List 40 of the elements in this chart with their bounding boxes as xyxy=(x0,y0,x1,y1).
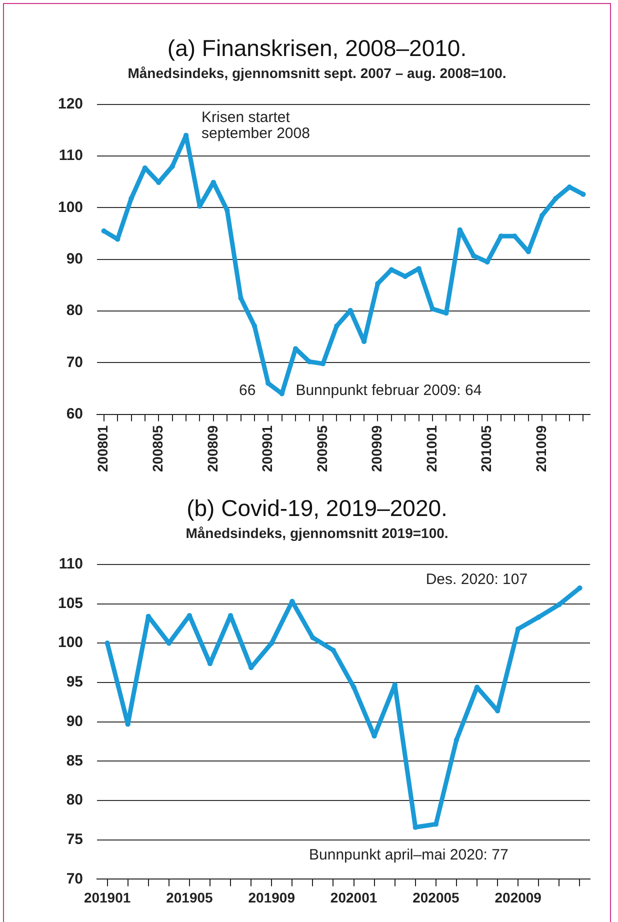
annotation: 66 xyxy=(239,382,256,399)
x-tick-label: 200809 xyxy=(204,425,220,472)
annotation: Bunnpunkt februar 2009: 64 xyxy=(296,382,482,399)
x-tick-label: 200805 xyxy=(150,425,166,472)
y-tick-label: 80 xyxy=(66,792,84,809)
x-tick-label: 202005 xyxy=(412,889,460,906)
y-tick-label: 95 xyxy=(66,674,84,691)
y-tick-label: 75 xyxy=(66,830,84,848)
y-tick-label: 90 xyxy=(66,250,84,268)
chart-subtitle: Månedsindeks, gjennomsnitt 2019=100. xyxy=(186,524,448,541)
y-tick-label: 120 xyxy=(58,96,84,113)
x-tick-label: 200909 xyxy=(368,425,385,472)
y-tick-label: 105 xyxy=(58,594,84,612)
y-tick-label: 90 xyxy=(66,712,84,730)
y-tick-label: 85 xyxy=(66,752,84,770)
x-tick-label: 200901 xyxy=(259,425,276,472)
x-tick-label: 202001 xyxy=(330,889,378,906)
x-tick-label: 201009 xyxy=(532,425,549,472)
x-tick-label: 201901 xyxy=(84,889,131,906)
x-tick-label: 202009 xyxy=(494,889,542,906)
x-tick-label: 201005 xyxy=(478,425,494,472)
y-tick-label: 70 xyxy=(66,870,84,888)
y-tick-label: 100 xyxy=(58,634,84,652)
x-tick-label: 200801 xyxy=(94,425,111,472)
x-tick-label: 201909 xyxy=(248,889,296,906)
y-tick-label: 60 xyxy=(66,405,84,422)
chart-subtitle: Månedsindeks, gjennomsnitt sept. 2007 – aug. 2008=100. xyxy=(128,64,506,81)
annotation: Bunnpunkt april–mai 2020: 77 xyxy=(309,846,508,864)
y-tick-label: 80 xyxy=(66,302,84,320)
x-tick-label: 201001 xyxy=(423,425,440,472)
y-tick-label: 100 xyxy=(58,198,84,216)
x-tick-label: 201905 xyxy=(166,889,214,906)
chart-title: (a) Finanskrisen, 2008–2010. xyxy=(167,35,467,62)
chart-title: (b) Covid-19, 2019–2020. xyxy=(186,495,448,522)
y-tick-label: 110 xyxy=(58,556,84,573)
annotation: Des. 2020: 107 xyxy=(426,570,528,588)
x-tick-label: 200905 xyxy=(314,425,330,472)
annotation: Krisen startet september 2008 xyxy=(202,109,310,142)
y-tick-label: 110 xyxy=(58,147,84,164)
y-tick-label: 70 xyxy=(66,354,84,371)
